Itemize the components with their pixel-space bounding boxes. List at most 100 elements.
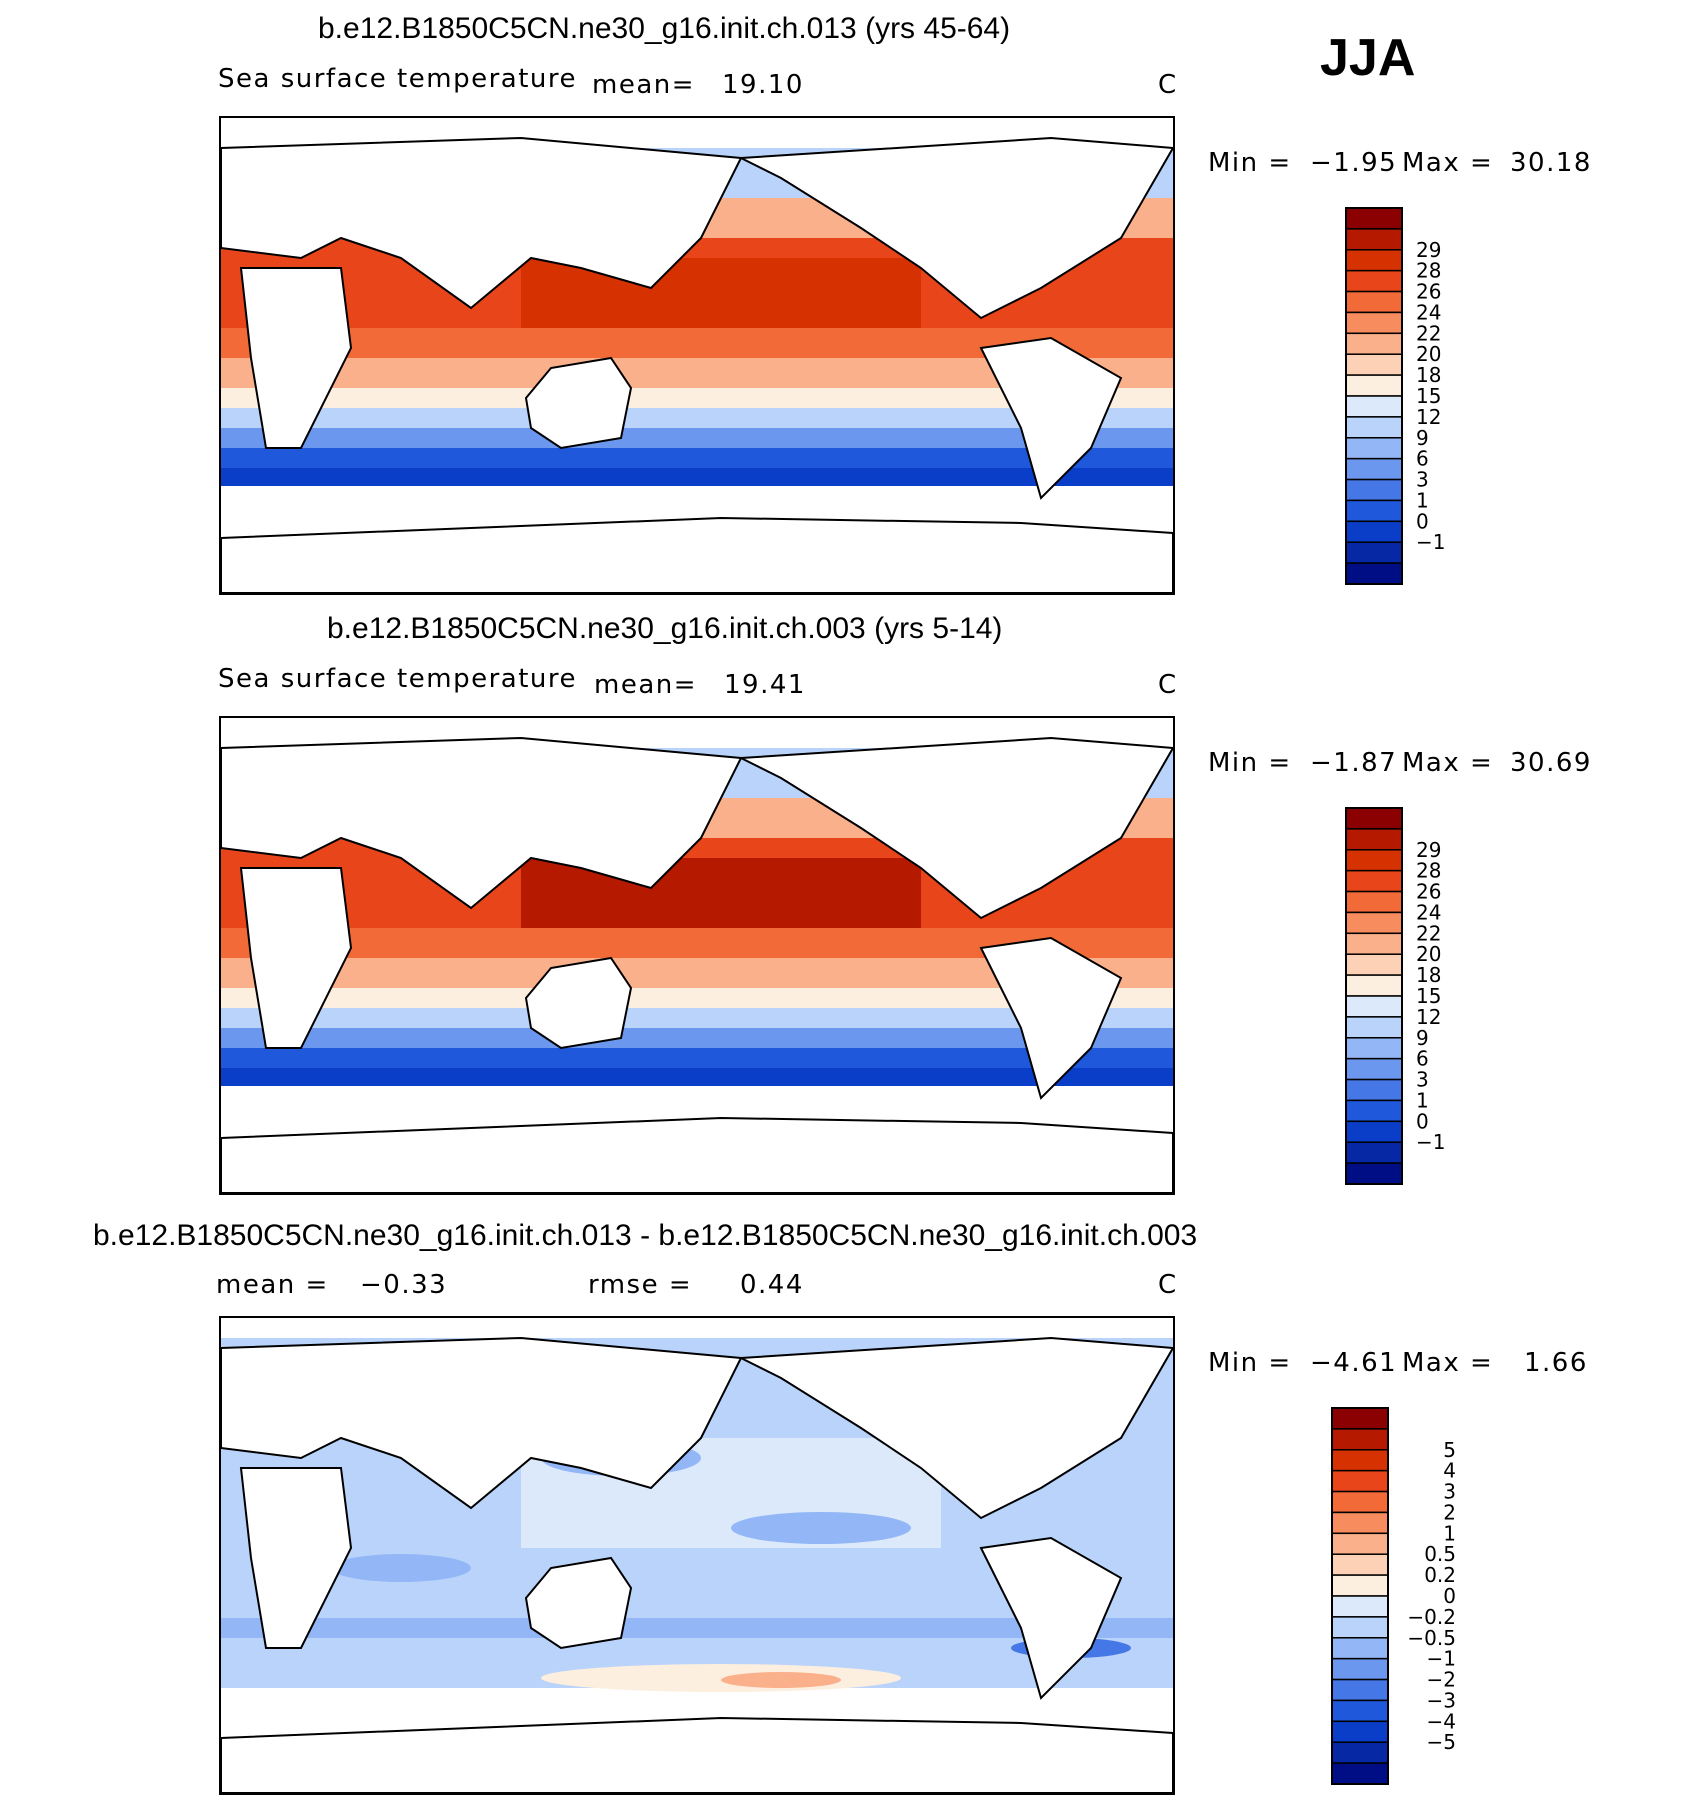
panel-3-units: C	[1158, 1270, 1178, 1300]
colorbar-tick-label: 28	[1416, 859, 1441, 883]
colorbar-swatch	[1345, 541, 1403, 564]
colorbar-tick-label: 29	[1416, 238, 1441, 262]
colorbar-swatch	[1345, 1120, 1403, 1143]
panel-2-min-value: −1.87	[1310, 748, 1398, 778]
colorbar-swatch	[1345, 269, 1403, 293]
colorbar-swatch	[1331, 1532, 1389, 1555]
colorbar-tick-label: 5	[1443, 1438, 1456, 1462]
panel-2-max-label: Max =	[1402, 748, 1494, 778]
colorbar-swatch	[1345, 562, 1403, 585]
colorbar-tick-label: −3	[1427, 1688, 1456, 1712]
colorbar-swatch	[1345, 1016, 1403, 1039]
panel-1-title: b.e12.B1850C5CN.ne30_g16.init.ch.013 (yr…	[318, 12, 1011, 45]
colorbar-swatch	[1331, 1657, 1389, 1681]
panel-2-map	[219, 716, 1175, 1195]
panel-2-mean-label: mean=	[594, 670, 698, 700]
colorbar-swatch	[1345, 1078, 1403, 1102]
panel-1-min-value: −1.95	[1310, 148, 1398, 178]
colorbar-swatch	[1345, 807, 1403, 830]
colorbar-tick-label: −1	[1427, 1647, 1456, 1671]
colorbar-tick-label: 12	[1416, 1005, 1441, 1029]
panel-1-variable: Sea surface temperature	[218, 64, 577, 94]
colorbar-tick-label: 9	[1416, 1026, 1429, 1050]
panel-3-min-value: −4.61	[1310, 1348, 1398, 1378]
panel-3-rmse-label: rmse =	[588, 1270, 693, 1300]
colorbar-tick-label: 20	[1416, 942, 1441, 966]
colorbar-swatch	[1345, 1037, 1403, 1060]
panel-2-colorbar: 29 28 26 24 22 20 18 15 12 9 6 3 1 0 −1	[1345, 807, 1476, 1188]
colorbar-swatch	[1331, 1553, 1389, 1576]
panel-2-min-label: Min =	[1208, 748, 1292, 778]
panel-3-mean-value: −0.33	[360, 1270, 448, 1300]
colorbar-frame	[1345, 807, 1403, 1185]
colorbar-tick-label: 22	[1416, 321, 1441, 345]
panel-2-mean-value: 19.41	[724, 670, 806, 700]
colorbar-tick-label: 6	[1416, 447, 1429, 471]
colorbar-swatch	[1345, 869, 1403, 893]
panel-2-variable: Sea surface temperature	[218, 664, 577, 694]
colorbar-swatch	[1345, 207, 1403, 230]
colorbar-swatch	[1331, 1637, 1389, 1660]
colorbar-tick-label: 1	[1416, 1088, 1429, 1112]
colorbar-tick-label: 1	[1443, 1521, 1456, 1545]
colorbar-swatch	[1345, 828, 1403, 851]
colorbar-tick-label: −5	[1427, 1730, 1456, 1754]
colorbar-swatch	[1345, 457, 1403, 481]
colorbar-swatch	[1345, 478, 1403, 502]
colorbar-tick-label: 9	[1416, 426, 1429, 450]
colorbar-tick-label: 26	[1416, 880, 1441, 904]
colorbar-frame	[1331, 1407, 1389, 1785]
colorbar-swatch	[1331, 1616, 1389, 1639]
panel-2-units: C	[1158, 670, 1178, 700]
colorbar-tick-label: −2	[1427, 1668, 1456, 1692]
colorbar-tick-label: −0.2	[1407, 1605, 1456, 1629]
colorbar-tick-label: 20	[1416, 342, 1441, 366]
colorbar-swatch	[1345, 849, 1403, 872]
colorbar-swatch	[1331, 1428, 1389, 1451]
colorbar-tick-label: 12	[1416, 405, 1441, 429]
colorbar-tick-label: 0	[1416, 1109, 1429, 1133]
colorbar-tick-label: −0.5	[1407, 1626, 1456, 1650]
colorbar-swatch	[1345, 290, 1403, 314]
panel-3-rmse-value: 0.44	[740, 1270, 804, 1300]
panel-3-title: b.e12.B1850C5CN.ne30_g16.init.ch.013 - b…	[93, 1219, 1198, 1252]
colorbar-swatch	[1345, 332, 1403, 355]
panel-1-min-label: Min =	[1208, 148, 1292, 178]
colorbar-swatch	[1331, 1741, 1389, 1764]
colorbar-tick-label: 29	[1416, 838, 1441, 862]
colorbar-tick-label: 3	[1416, 468, 1429, 492]
colorbar-swatch	[1331, 1595, 1389, 1618]
colorbar-tick-label: 28	[1416, 259, 1441, 283]
colorbar-swatch	[1331, 1762, 1389, 1785]
panel-1-map	[219, 116, 1175, 595]
panel-2-title: b.e12.B1850C5CN.ne30_g16.init.ch.003 (yr…	[327, 612, 1003, 645]
colorbar-swatch	[1345, 1162, 1403, 1185]
panel-3-max-value: 1.66	[1524, 1348, 1588, 1378]
panel-3-map	[219, 1316, 1175, 1795]
panel-2-max-value: 30.69	[1510, 748, 1592, 778]
panel-1-colorbar: 29 28 26 24 22 20 18 15 12 9 6 3 1 0 −1	[1345, 207, 1476, 588]
colorbar-swatch	[1345, 1057, 1403, 1081]
colorbar-swatch	[1345, 1099, 1403, 1123]
colorbar-swatch	[1345, 311, 1403, 335]
panel-3-min-label: Min =	[1208, 1348, 1292, 1378]
panel-1-max-label: Max =	[1402, 148, 1494, 178]
colorbar-swatch	[1345, 953, 1403, 976]
colorbar-swatch	[1345, 249, 1403, 272]
colorbar-tick-label: 18	[1416, 963, 1441, 987]
season-label: JJA	[1320, 29, 1416, 87]
panel-1-mean-label: mean=	[592, 70, 696, 100]
colorbar-tick-label: 24	[1416, 900, 1441, 924]
colorbar-swatch	[1331, 1678, 1389, 1702]
colorbar-swatch	[1331, 1449, 1389, 1472]
colorbar-swatch	[1331, 1469, 1389, 1493]
colorbar-swatch	[1331, 1699, 1389, 1723]
colorbar-tick-label: 0	[1443, 1584, 1456, 1608]
colorbar-swatch	[1345, 228, 1403, 251]
colorbar-tick-label: 18	[1416, 363, 1441, 387]
colorbar-swatch	[1345, 932, 1403, 955]
panel-3-colorbar: 5 4 3 2 1 0.5 0.2 0 −0.2 −0.5 −1 −2 −3 −4 −5	[1331, 1407, 1482, 1788]
colorbar-swatch	[1345, 911, 1403, 935]
colorbar-swatch	[1331, 1490, 1389, 1514]
colorbar-frame	[1345, 207, 1403, 585]
